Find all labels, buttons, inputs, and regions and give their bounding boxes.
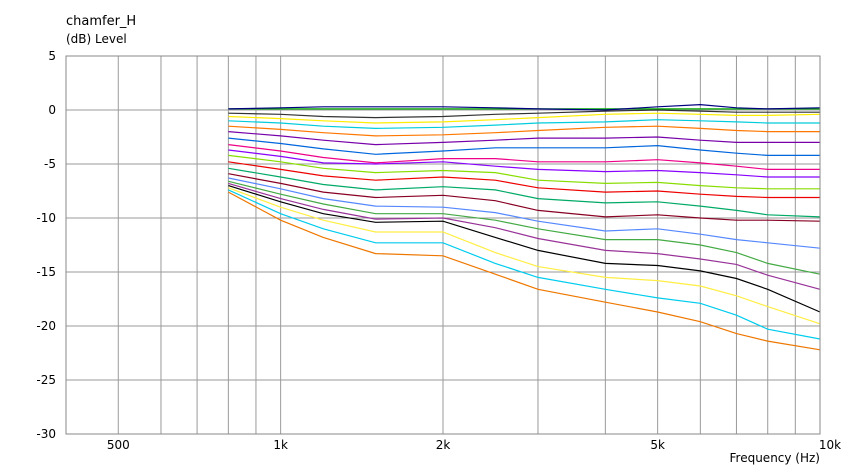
chart-title: chamfer_H — [66, 14, 136, 29]
series-line-13 — [228, 167, 821, 218]
x-tick-labels: 500 1k 2k 5k 10k — [107, 438, 841, 452]
y-tick-labels: 5 0 -5 -10 -15 -20 -25 -30 — [36, 49, 56, 441]
series-line-15 — [228, 177, 821, 249]
series-lines — [228, 103, 821, 351]
x-tick-label: 500 — [107, 438, 130, 452]
x-tick-label: 5k — [650, 438, 665, 452]
series-line-4 — [228, 112, 821, 124]
y-tick-label: -30 — [36, 427, 56, 441]
series-line-7 — [228, 131, 820, 146]
series-line-11 — [228, 154, 820, 190]
series-line-20 — [228, 189, 821, 340]
grid — [66, 55, 821, 435]
series-line-8 — [228, 137, 820, 156]
series-line-14 — [228, 173, 821, 222]
series-line-19 — [228, 187, 821, 325]
series-line-6 — [228, 125, 820, 137]
plot-frame — [65, 55, 821, 435]
y-axis-label: (dB) Level — [66, 32, 127, 46]
y-tick-label: -15 — [36, 265, 56, 279]
y-tick-label: -25 — [36, 373, 56, 387]
series-line-12 — [228, 161, 820, 199]
x-axis-label: Frequency (Hz) — [730, 451, 821, 465]
x-tick-label: 2k — [436, 438, 451, 452]
y-tick-label: 5 — [48, 49, 56, 63]
y-tick-label: 0 — [48, 103, 56, 117]
y-tick-label: -5 — [44, 157, 56, 171]
series-line-2 — [228, 103, 821, 111]
series-line-10 — [228, 149, 820, 178]
x-tick-label: 10k — [819, 438, 841, 452]
series-line-3 — [228, 109, 820, 119]
x-tick-label: 1k — [273, 438, 288, 452]
series-line-16 — [228, 180, 821, 275]
y-tick-label: -20 — [36, 319, 56, 333]
series-line-9 — [228, 144, 820, 170]
series-line-18 — [228, 185, 821, 313]
series-line-21 — [228, 191, 821, 351]
y-tick-label: -10 — [36, 211, 56, 225]
series-line-17 — [228, 182, 821, 290]
series-line-5 — [228, 119, 820, 130]
